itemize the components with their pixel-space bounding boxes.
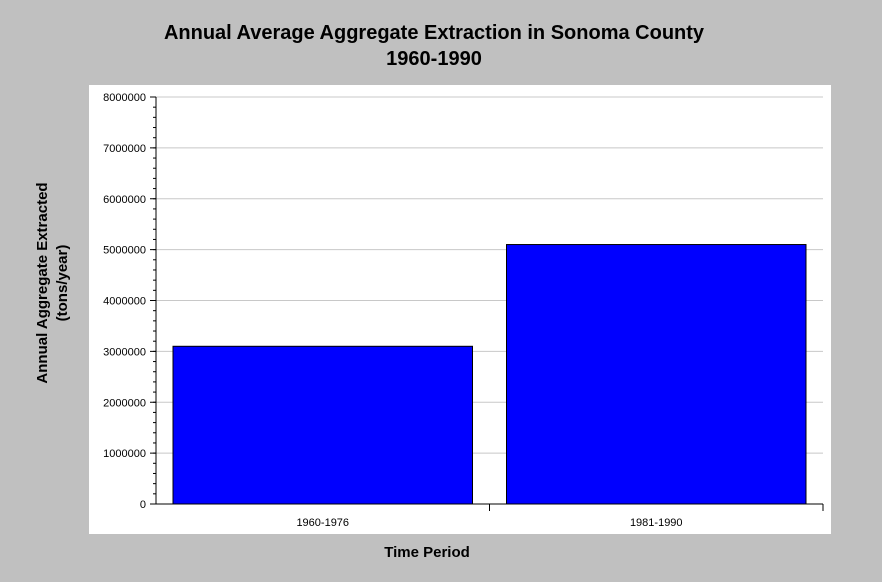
y-tick-labels: 0 1000000 2000000 3000000 4000000 5000000 6000… xyxy=(103,92,146,511)
y-axis-title-line-1: Annual Aggregate Extracted xyxy=(34,182,51,383)
y-tick-label: 8000000 xyxy=(103,92,146,104)
y-tick-label: 5000000 xyxy=(103,245,146,257)
x-tick-labels: 1960-1976 1981-1990 xyxy=(296,517,682,529)
chart-title-line-2: 1960-1990 xyxy=(386,48,482,70)
chart-title-line-1: Annual Average Aggregate Extraction in S… xyxy=(163,22,705,44)
y-tick-label: 6000000 xyxy=(103,194,146,206)
bar xyxy=(172,345,473,505)
x-axis-title: Time Period xyxy=(384,544,470,561)
y-tick-label: 4000000 xyxy=(103,296,146,308)
x-tick-label: 1981-1990 xyxy=(630,517,683,529)
x-tick-label: 1960-1976 xyxy=(296,517,349,529)
y-tick-label: 0 xyxy=(140,499,146,511)
y-tick-label: 1000000 xyxy=(103,448,146,460)
bar xyxy=(506,244,807,505)
y-tick-label: 3000000 xyxy=(103,346,146,358)
y-tick-label: 2000000 xyxy=(103,397,146,409)
y-axis-title: Annual Aggregate Extracted (tons/year) xyxy=(34,182,71,383)
y-tick-label: 7000000 xyxy=(103,143,146,155)
chart-title: Annual Average Aggregate Extraction in S… xyxy=(0,20,868,72)
axes xyxy=(150,96,824,511)
bars xyxy=(172,244,807,505)
y-axis-title-line-2: (tons/year) xyxy=(54,245,71,322)
